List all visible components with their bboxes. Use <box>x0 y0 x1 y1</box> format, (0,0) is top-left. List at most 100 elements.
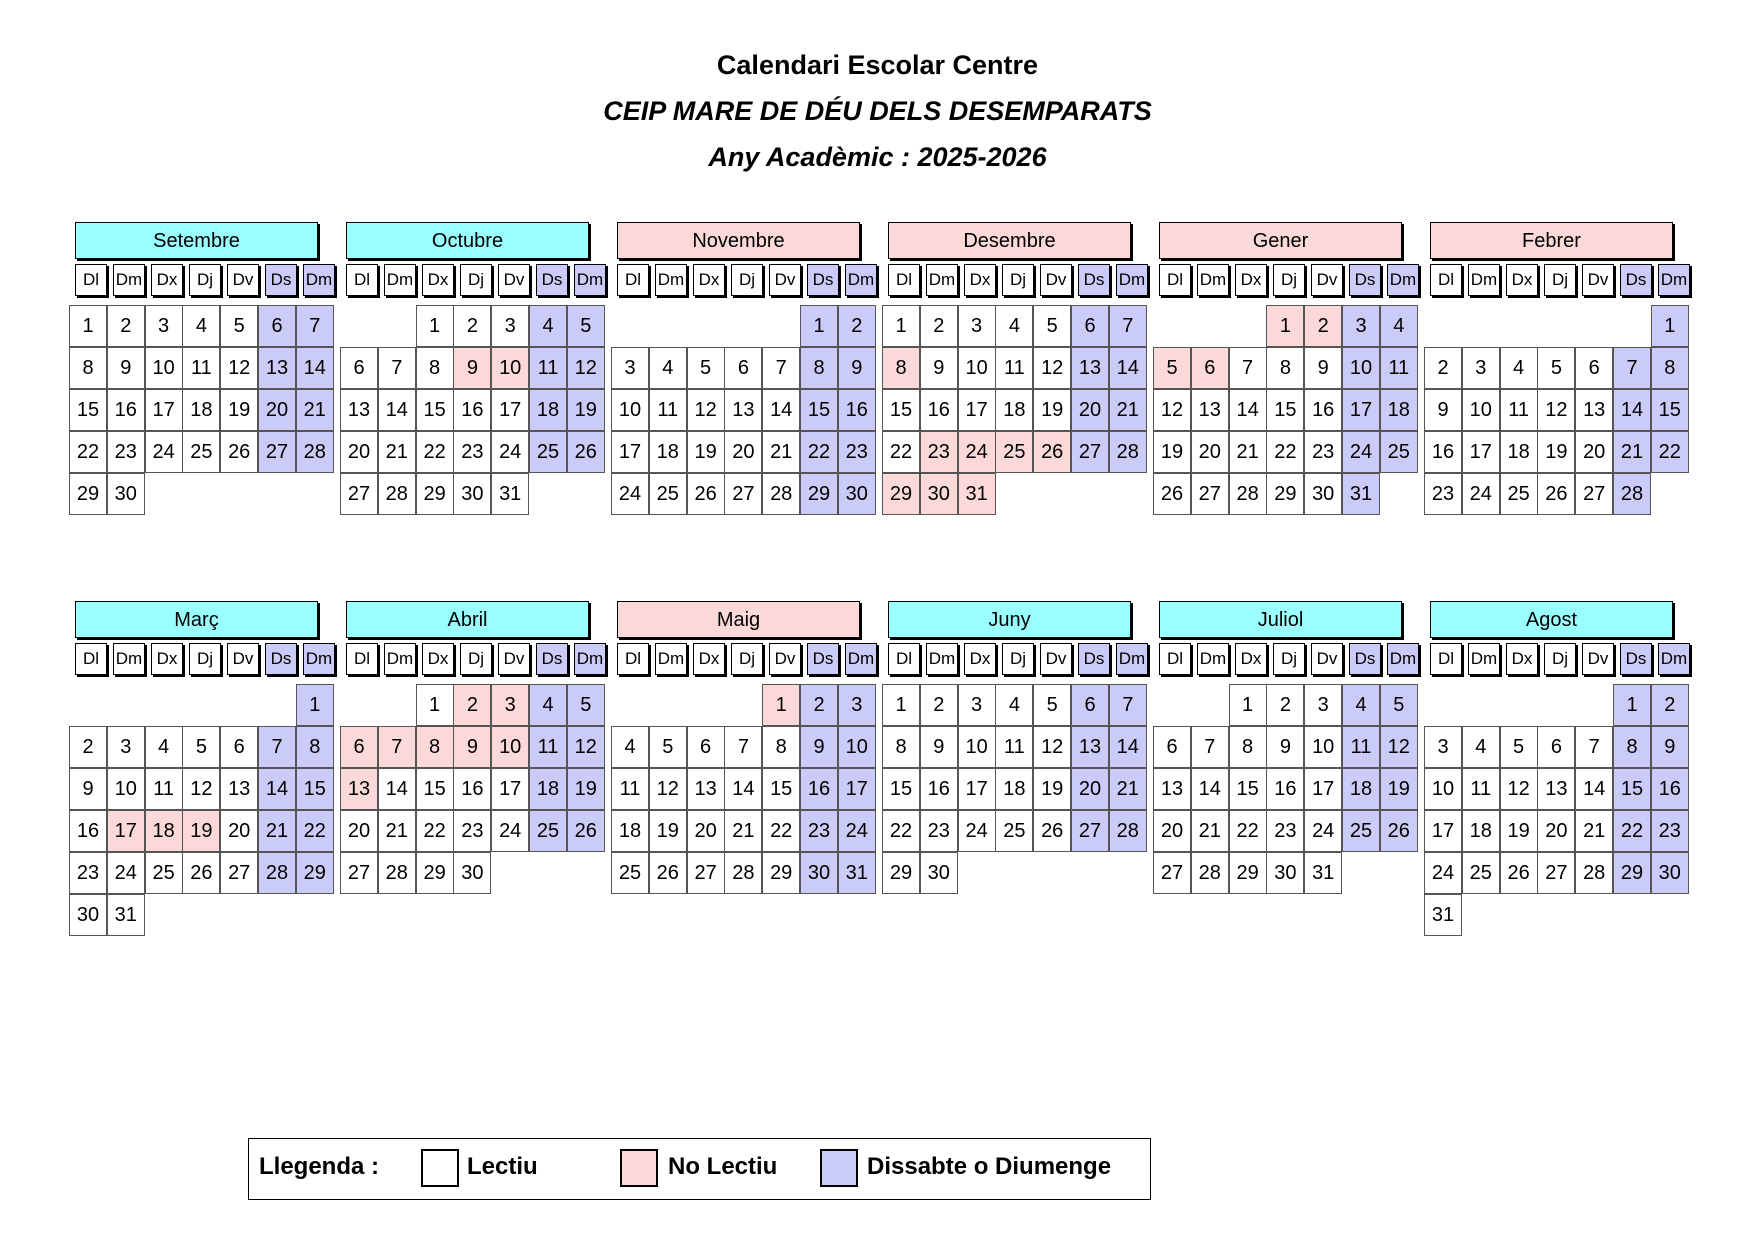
day-cell: 15 <box>1650 389 1689 431</box>
day-cell: 7 <box>1190 726 1229 768</box>
day-cell: 13 <box>724 389 763 431</box>
day-cell: 5 <box>566 305 605 347</box>
day-cell: 16 <box>919 389 958 431</box>
day-cell: 17 <box>611 431 649 473</box>
weekday-header: Dv <box>498 643 530 675</box>
day-cell: 13 <box>1190 389 1229 431</box>
day-cell: 30 <box>69 894 107 936</box>
day-cell: 17 <box>491 768 530 810</box>
weekday-header: Dl <box>1159 264 1191 296</box>
day-cell: 20 <box>220 810 259 852</box>
day-cell: 4 <box>1379 305 1418 347</box>
month-name: Maig <box>617 601 860 638</box>
day-cell: 10 <box>144 347 183 389</box>
weekday-header: Dj <box>189 643 221 675</box>
day-cell: 9 <box>919 347 958 389</box>
day-cell: 14 <box>258 768 296 810</box>
day-cell: 12 <box>566 347 605 389</box>
day-cell: 3 <box>1342 305 1380 347</box>
weekday-header: Dl <box>617 643 649 675</box>
day-cell: 23 <box>453 810 492 852</box>
day-cell: 11 <box>1461 768 1500 810</box>
day-cell: 19 <box>1379 768 1418 810</box>
day-cell: 23 <box>453 431 492 473</box>
day-cell: 4 <box>1461 726 1500 768</box>
day-cell: 5 <box>1153 347 1191 389</box>
day-cell: 19 <box>1033 389 1072 431</box>
weekday-header: Dm <box>1468 264 1500 296</box>
weekday-header: Dx <box>964 643 996 675</box>
day-cell: 6 <box>1153 726 1191 768</box>
weekday-header: Dv <box>227 264 259 296</box>
day-cell: 21 <box>377 431 416 473</box>
day-cell: 1 <box>1266 305 1305 347</box>
day-cell: 6 <box>1575 347 1614 389</box>
day-cell: 10 <box>611 389 649 431</box>
day-cell: 28 <box>1613 473 1651 515</box>
day-cell: 10 <box>957 726 996 768</box>
day-cell: 14 <box>724 768 763 810</box>
day-cell: 28 <box>762 473 801 515</box>
day-cell: 23 <box>837 431 876 473</box>
day-cell: 18 <box>1461 810 1500 852</box>
day-cell: 23 <box>800 810 838 852</box>
day-cell: 17 <box>957 768 996 810</box>
day-cell: 25 <box>182 431 221 473</box>
day-cell: 8 <box>1613 726 1651 768</box>
day-cell: 28 <box>377 852 416 894</box>
day-cell: 10 <box>1424 768 1462 810</box>
day-cell: 21 <box>258 810 296 852</box>
day-cell: 22 <box>882 810 920 852</box>
weekday-header: Ds <box>536 264 568 296</box>
day-cell: 16 <box>453 768 492 810</box>
day-cell: 18 <box>144 810 183 852</box>
day-cell: 28 <box>1190 852 1229 894</box>
day-cell: 31 <box>106 894 145 936</box>
day-cell: 15 <box>295 768 334 810</box>
day-cell: 29 <box>1266 473 1305 515</box>
day-cell: 3 <box>491 305 530 347</box>
day-cell: 1 <box>882 305 920 347</box>
day-cell: 16 <box>800 768 838 810</box>
day-cell: 6 <box>258 305 296 347</box>
day-cell: 5 <box>1537 347 1576 389</box>
day-cell: 8 <box>882 726 920 768</box>
legend-swatch-weekend <box>820 1149 858 1187</box>
day-cell: 18 <box>611 810 649 852</box>
day-cell: 7 <box>724 726 763 768</box>
day-cell: 17 <box>957 389 996 431</box>
day-cell: 7 <box>1613 347 1651 389</box>
day-cell: 4 <box>611 726 649 768</box>
day-cell: 5 <box>686 347 725 389</box>
day-cell: 3 <box>1304 684 1343 726</box>
day-cell: 8 <box>882 347 920 389</box>
day-cell: 21 <box>1108 768 1147 810</box>
day-cell: 14 <box>1228 389 1267 431</box>
day-cell: 4 <box>144 726 183 768</box>
month-name: Agost <box>1430 601 1673 638</box>
weekday-header: Dm <box>303 264 335 296</box>
day-cell: 27 <box>1071 810 1109 852</box>
day-cell: 10 <box>837 726 876 768</box>
day-cell: 11 <box>529 347 567 389</box>
day-cell: 9 <box>1424 389 1462 431</box>
day-cell: 7 <box>762 347 801 389</box>
day-cell: 5 <box>220 305 259 347</box>
day-cell: 27 <box>1190 473 1229 515</box>
weekday-header: Ds <box>536 643 568 675</box>
day-cell: 30 <box>1304 473 1343 515</box>
day-cell: 13 <box>1153 768 1191 810</box>
day-cell: 10 <box>1461 389 1500 431</box>
day-cell: 5 <box>1379 684 1418 726</box>
day-cell: 23 <box>919 431 958 473</box>
weekday-header: Dj <box>1273 264 1305 296</box>
day-cell: 20 <box>686 810 725 852</box>
day-cell: 11 <box>144 768 183 810</box>
day-cell: 12 <box>1499 768 1538 810</box>
day-cell: 3 <box>491 684 530 726</box>
day-cell: 2 <box>837 305 876 347</box>
day-cell: 3 <box>837 684 876 726</box>
day-cell: 7 <box>1108 684 1147 726</box>
legend-label-lectiu: Lectiu <box>467 1153 538 1180</box>
weekday-header: Dx <box>422 643 454 675</box>
